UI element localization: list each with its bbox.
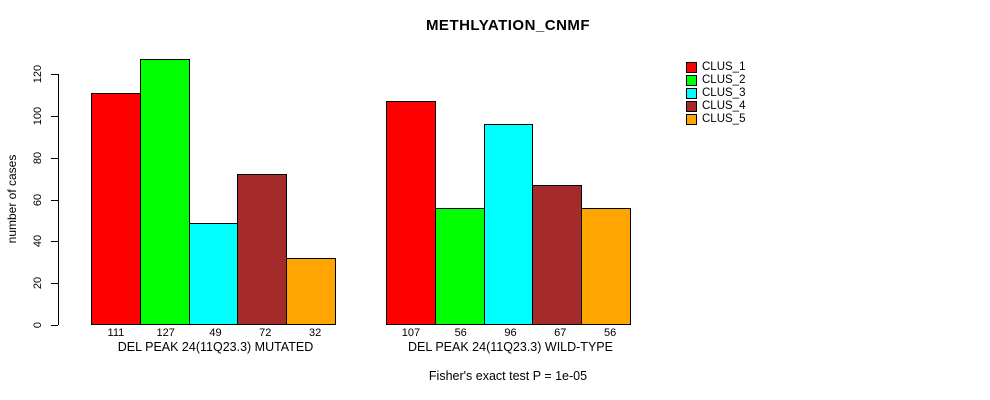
bar-value-label: 127 (156, 327, 175, 339)
bar-value-label: 49 (209, 327, 222, 339)
y-axis-title: number of cases (5, 154, 19, 244)
legend-label: CLUS_4 (702, 100, 746, 112)
chart-title: METHLYATION_CNMF (425, 17, 591, 34)
y-tick-label: 40 (32, 235, 44, 248)
legend-swatch-icon (686, 62, 697, 73)
legend-label: CLUS_3 (702, 87, 746, 99)
bar-value-label: 72 (259, 327, 272, 339)
bar-clus_4-group2 (532, 184, 583, 325)
bar-clus_5-group1 (286, 258, 336, 325)
legend-entry-clus_1: CLUS_1 (686, 61, 745, 74)
bar-clus_2-group1 (139, 59, 190, 325)
legend-entry-clus_3: CLUS_3 (686, 87, 745, 100)
legend-entry-clus_5: CLUS_5 (686, 113, 745, 126)
group-axis-label-2: DEL PEAK 24(11Q23.3) WILD-TYPE (408, 340, 613, 354)
bar-value-label: 111 (107, 327, 125, 339)
bar-clus_1-group2 (386, 101, 436, 325)
y-tick-mark (51, 115, 58, 117)
legend-swatch-icon (686, 101, 697, 112)
y-tick-mark (51, 199, 58, 201)
bar-value-label: 67 (554, 327, 567, 339)
bar-value-label: 56 (603, 327, 617, 339)
bar-clus_5-group2 (581, 207, 631, 325)
bar-clus_3-group1 (188, 222, 239, 325)
legend-label: CLUS_1 (702, 61, 746, 73)
y-tick-label: 80 (32, 151, 44, 164)
legend-swatch-icon (686, 75, 697, 86)
legend-entry-clus_2: CLUS_2 (686, 74, 745, 87)
bar-value-label: 32 (308, 327, 322, 339)
bar-value-label: 96 (504, 327, 517, 339)
legend-label: CLUS_5 (702, 113, 746, 125)
bar-group-1 (91, 59, 336, 325)
y-tick-mark (51, 157, 58, 159)
y-tick-mark (51, 325, 58, 326)
bar-value-label: 56 (454, 327, 467, 339)
legend-swatch-icon (686, 88, 697, 99)
y-tick-label: 20 (32, 277, 44, 290)
y-tick-mark (51, 241, 58, 243)
y-tick-label: 60 (32, 193, 44, 206)
bar-clus_4-group1 (237, 174, 288, 325)
legend-swatch-icon (686, 114, 697, 125)
y-axis-line (58, 74, 59, 325)
bar-value-label: 107 (401, 327, 421, 339)
y-tick-label: 120 (32, 64, 44, 84)
group-axis-label-1: DEL PEAK 24(11Q23.3) MUTATED (117, 340, 314, 354)
bar-clus_1-group1 (91, 92, 141, 325)
y-tick-mark (51, 283, 58, 285)
y-tick-label: 100 (32, 106, 44, 126)
legend-entry-clus_4: CLUS_4 (686, 100, 745, 113)
y-tick-mark (51, 74, 58, 75)
legend: CLUS_1 CLUS_2 CLUS_3 CLUS_4 CLUS_5 (686, 61, 745, 126)
bar-group-2 (386, 101, 631, 325)
bar-clus_2-group2 (434, 207, 485, 325)
footnote-text: Fisher's exact test P = 1e-05 (428, 369, 588, 383)
bar-clus_3-group2 (483, 124, 534, 325)
legend-label: CLUS_2 (702, 74, 746, 86)
y-tick-label: 0 (32, 321, 44, 329)
